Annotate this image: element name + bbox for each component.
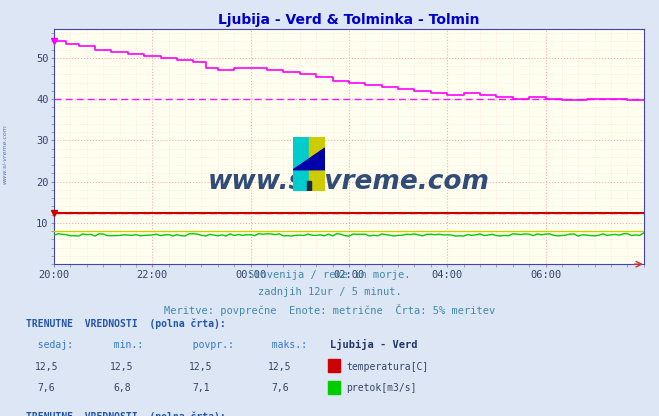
- Text: TRENUTNE  VREDNOSTI  (polna črta):: TRENUTNE VREDNOSTI (polna črta):: [26, 318, 226, 329]
- Text: sedaj:: sedaj:: [26, 340, 73, 350]
- Text: 12,5: 12,5: [268, 362, 292, 372]
- Title: Ljubija - Verd & Tolminka - Tolmin: Ljubija - Verd & Tolminka - Tolmin: [218, 12, 480, 27]
- Text: pretok[m3/s]: pretok[m3/s]: [346, 384, 416, 394]
- Text: maks.:: maks.:: [260, 340, 307, 350]
- Bar: [309, 137, 325, 191]
- Text: 7,6: 7,6: [38, 384, 55, 394]
- Text: 12,5: 12,5: [189, 362, 213, 372]
- Text: 12,5: 12,5: [34, 362, 58, 372]
- Text: Meritve: povprečne  Enote: metrične  Črta: 5% meritev: Meritve: povprečne Enote: metrične Črta:…: [164, 304, 495, 316]
- Text: 12,5: 12,5: [110, 362, 134, 372]
- Bar: [293, 137, 309, 191]
- Text: TRENUTNE  VREDNOSTI  (polna črta):: TRENUTNE VREDNOSTI (polna črta):: [26, 411, 226, 416]
- Text: Ljubija - Verd: Ljubija - Verd: [330, 339, 417, 350]
- Text: 7,1: 7,1: [192, 384, 210, 394]
- Bar: [308, 181, 310, 191]
- Text: min.:: min.:: [102, 340, 143, 350]
- Text: www.si-vreme.com: www.si-vreme.com: [3, 124, 8, 184]
- Text: povpr.:: povpr.:: [181, 340, 234, 350]
- Text: www.si-vreme.com: www.si-vreme.com: [208, 169, 490, 195]
- Text: Slovenija / reke in morje.: Slovenija / reke in morje.: [248, 270, 411, 280]
- Text: zadnjih 12ur / 5 minut.: zadnjih 12ur / 5 minut.: [258, 287, 401, 297]
- Text: 6,8: 6,8: [113, 384, 130, 394]
- Text: 7,6: 7,6: [272, 384, 289, 394]
- Text: temperatura[C]: temperatura[C]: [346, 362, 428, 372]
- Polygon shape: [293, 148, 325, 170]
